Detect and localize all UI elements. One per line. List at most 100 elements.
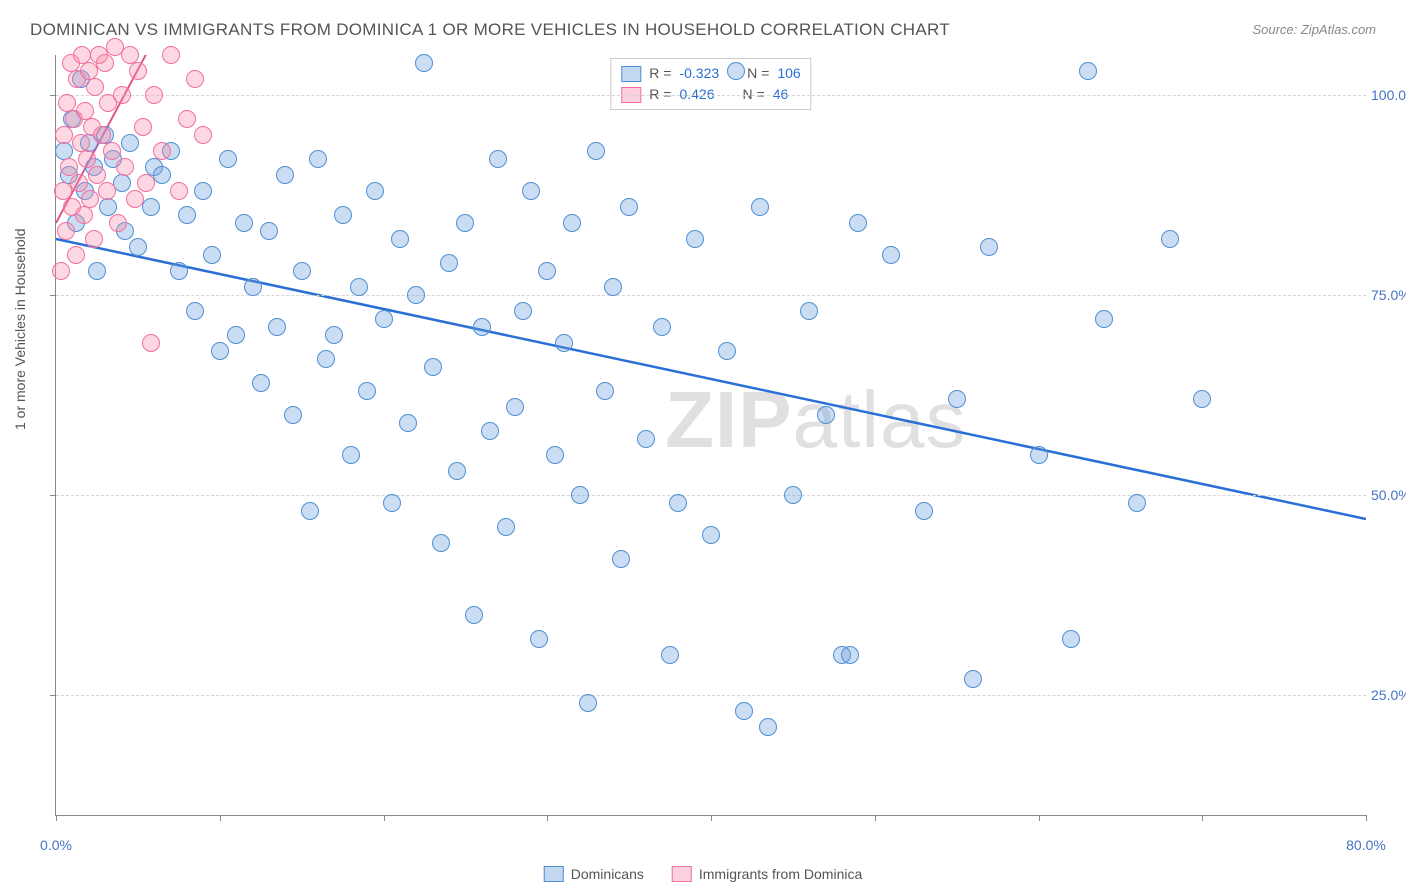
scatter-point <box>109 214 127 232</box>
scatter-point <box>194 182 212 200</box>
scatter-point <box>882 246 900 264</box>
scatter-point <box>70 174 88 192</box>
scatter-point <box>497 518 515 536</box>
scatter-point <box>481 422 499 440</box>
scatter-point <box>1128 494 1146 512</box>
scatter-point <box>669 494 687 512</box>
scatter-point <box>817 406 835 424</box>
y-tick-label: 50.0% <box>1371 487 1406 503</box>
legend-swatch <box>544 866 564 882</box>
source-attribution: Source: ZipAtlas.com <box>1252 22 1376 37</box>
scatter-point <box>587 142 605 160</box>
y-tick <box>50 495 56 496</box>
scatter-point <box>142 334 160 352</box>
scatter-point <box>612 550 630 568</box>
scatter-point <box>252 374 270 392</box>
scatter-point <box>727 62 745 80</box>
scatter-point <box>1062 630 1080 648</box>
scatter-point <box>81 190 99 208</box>
legend-n-value: 106 <box>777 63 800 84</box>
scatter-point <box>653 318 671 336</box>
scatter-point <box>637 430 655 448</box>
scatter-point <box>1193 390 1211 408</box>
legend-r-value: -0.323 <box>679 63 719 84</box>
scatter-point <box>99 198 117 216</box>
scatter-point <box>134 118 152 136</box>
x-tick <box>384 815 385 821</box>
gridline <box>56 695 1366 696</box>
watermark-bold: ZIP <box>665 375 792 464</box>
scatter-point <box>203 246 221 264</box>
scatter-point <box>440 254 458 272</box>
scatter-point <box>448 462 466 480</box>
scatter-point <box>964 670 982 688</box>
legend-swatch <box>621 66 641 82</box>
legend-label: Immigrants from Dominica <box>699 866 862 882</box>
scatter-point <box>178 206 196 224</box>
scatter-point <box>153 166 171 184</box>
scatter-point <box>186 302 204 320</box>
scatter-point <box>170 182 188 200</box>
scatter-point <box>948 390 966 408</box>
scatter-point <box>702 526 720 544</box>
scatter-point <box>841 646 859 664</box>
scatter-point <box>424 358 442 376</box>
scatter-point <box>293 262 311 280</box>
watermark: ZIPatlas <box>665 374 966 466</box>
scatter-point <box>129 238 147 256</box>
scatter-point <box>407 286 425 304</box>
scatter-point <box>546 446 564 464</box>
scatter-point <box>137 174 155 192</box>
y-axis-label: 1 or more Vehicles in Household <box>12 228 28 430</box>
x-tick <box>1039 815 1040 821</box>
scatter-point <box>93 126 111 144</box>
scatter-point <box>211 342 229 360</box>
scatter-point <box>383 494 401 512</box>
scatter-point <box>399 414 417 432</box>
scatter-point <box>145 86 163 104</box>
scatter-point <box>751 198 769 216</box>
scatter-point <box>514 302 532 320</box>
scatter-point <box>178 110 196 128</box>
scatter-point <box>88 166 106 184</box>
scatter-point <box>317 350 335 368</box>
scatter-point <box>1161 230 1179 248</box>
x-tick <box>56 815 57 821</box>
scatter-point <box>1095 310 1113 328</box>
scatter-point <box>686 230 704 248</box>
scatter-point <box>849 214 867 232</box>
scatter-point <box>113 86 131 104</box>
scatter-point <box>563 214 581 232</box>
y-tick <box>50 695 56 696</box>
scatter-point <box>604 278 622 296</box>
scatter-point <box>162 46 180 64</box>
legend-row: R =-0.323N =106 <box>621 63 800 84</box>
gridline <box>56 95 1366 96</box>
scatter-point <box>57 222 75 240</box>
scatter-point <box>78 150 96 168</box>
legend-item: Dominicans <box>544 866 644 882</box>
scatter-point <box>126 190 144 208</box>
scatter-point <box>142 198 160 216</box>
scatter-point <box>153 142 171 160</box>
scatter-point <box>325 326 343 344</box>
scatter-point <box>342 446 360 464</box>
scatter-point <box>276 166 294 184</box>
y-tick <box>50 95 56 96</box>
scatter-point <box>268 318 286 336</box>
scatter-point <box>52 262 70 280</box>
scatter-point <box>121 134 139 152</box>
y-tick-label: 25.0% <box>1371 687 1406 703</box>
scatter-point <box>103 142 121 160</box>
scatter-point <box>571 486 589 504</box>
scatter-point <box>415 54 433 72</box>
y-tick <box>50 295 56 296</box>
scatter-point <box>432 534 450 552</box>
scatter-point <box>260 222 278 240</box>
scatter-point <box>530 630 548 648</box>
y-tick-label: 75.0% <box>1371 287 1406 303</box>
scatter-point <box>350 278 368 296</box>
series-legend: Dominicans Immigrants from Dominica <box>544 866 863 882</box>
legend-label: Dominicans <box>571 866 644 882</box>
scatter-point <box>227 326 245 344</box>
